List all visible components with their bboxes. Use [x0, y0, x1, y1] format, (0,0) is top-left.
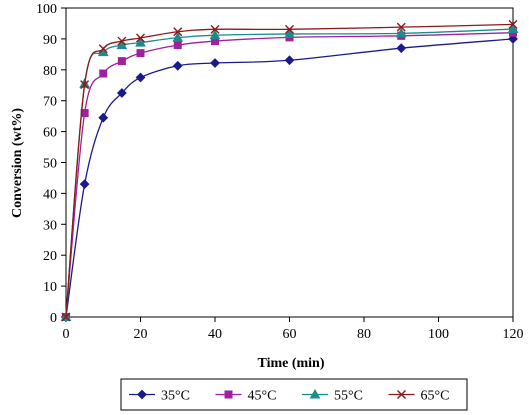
legend-item: 35°C [129, 389, 190, 404]
data-point [79, 179, 90, 190]
data-point [116, 39, 128, 50]
legend-label: 45°C [248, 389, 277, 404]
y-tick-label: 60 [43, 126, 57, 141]
data-point [285, 24, 294, 34]
axes: 0 10 20 30 40 50 60 70 80 90 100 0 20 40 60 80 100 120 [36, 2, 524, 342]
data-point [508, 33, 518, 44]
legend-label: 55°C [334, 389, 363, 404]
legend-label: 65°C [421, 389, 450, 404]
data-point [284, 55, 295, 66]
y-tick-label: 10 [43, 280, 57, 295]
data-point [508, 19, 518, 29]
legend-swatch-marker [224, 390, 233, 399]
x-tick-label: 60 [283, 327, 297, 342]
x-tick-label: 120 [503, 327, 524, 342]
data-point [396, 22, 406, 32]
legend-item: 55°C [302, 389, 363, 404]
data-point [395, 27, 407, 38]
data-point [210, 58, 220, 68]
series-65CC [61, 19, 518, 322]
series-line [65, 38, 514, 318]
data-point [396, 43, 407, 54]
y-tick-label: 30 [43, 218, 57, 233]
data-point [507, 23, 519, 34]
legend: 35°C 45°C 55°C 65°C [120, 378, 468, 411]
data-point [61, 312, 71, 322]
y-tick-label: 80 [43, 64, 57, 79]
data-point [136, 49, 145, 58]
x-tick-label: 0 [63, 327, 70, 342]
data-point [172, 32, 184, 42]
x-tick-label: 100 [428, 327, 449, 342]
x-tick-label: 40 [208, 327, 222, 342]
plot-frame [65, 7, 514, 318]
legend-swatch-marker [137, 389, 147, 400]
x-tick-label: 80 [357, 327, 371, 342]
data-point [172, 60, 183, 71]
legend-swatch-marker [309, 388, 321, 399]
data-point [98, 44, 108, 54]
plot-area [65, 7, 514, 318]
data-point [173, 41, 182, 50]
y-tick-label: 50 [43, 157, 57, 172]
data-point [284, 28, 295, 38]
legend-item: 65°C [388, 389, 450, 404]
data-point [80, 80, 90, 90]
y-axis-title: Conversion (wt%) [10, 108, 25, 218]
data-point [210, 24, 220, 34]
data-point [135, 37, 146, 47]
data-point [99, 69, 108, 78]
data-point [116, 88, 127, 98]
legend-item: 45°C [215, 389, 277, 404]
x-tick-label: 20 [134, 327, 148, 342]
y-tick-label: 40 [43, 187, 57, 202]
y-tick-label: 20 [43, 249, 57, 264]
data-point [98, 112, 109, 123]
legend-swatch-marker [397, 390, 406, 399]
data-point [135, 72, 146, 83]
y-tick-label: 100 [36, 2, 57, 17]
y-tick-label: 90 [43, 33, 57, 48]
legend-label: 35°C [161, 389, 190, 404]
data-point [136, 33, 145, 43]
y-tick-label: 70 [43, 95, 57, 110]
x-axis-title: Time (min) [257, 356, 324, 371]
data-point [117, 57, 126, 66]
y-tick-label: 0 [50, 311, 57, 326]
data-point [209, 29, 221, 40]
data-point [117, 36, 127, 46]
series-layer [60, 19, 519, 322]
data-point [173, 27, 183, 37]
